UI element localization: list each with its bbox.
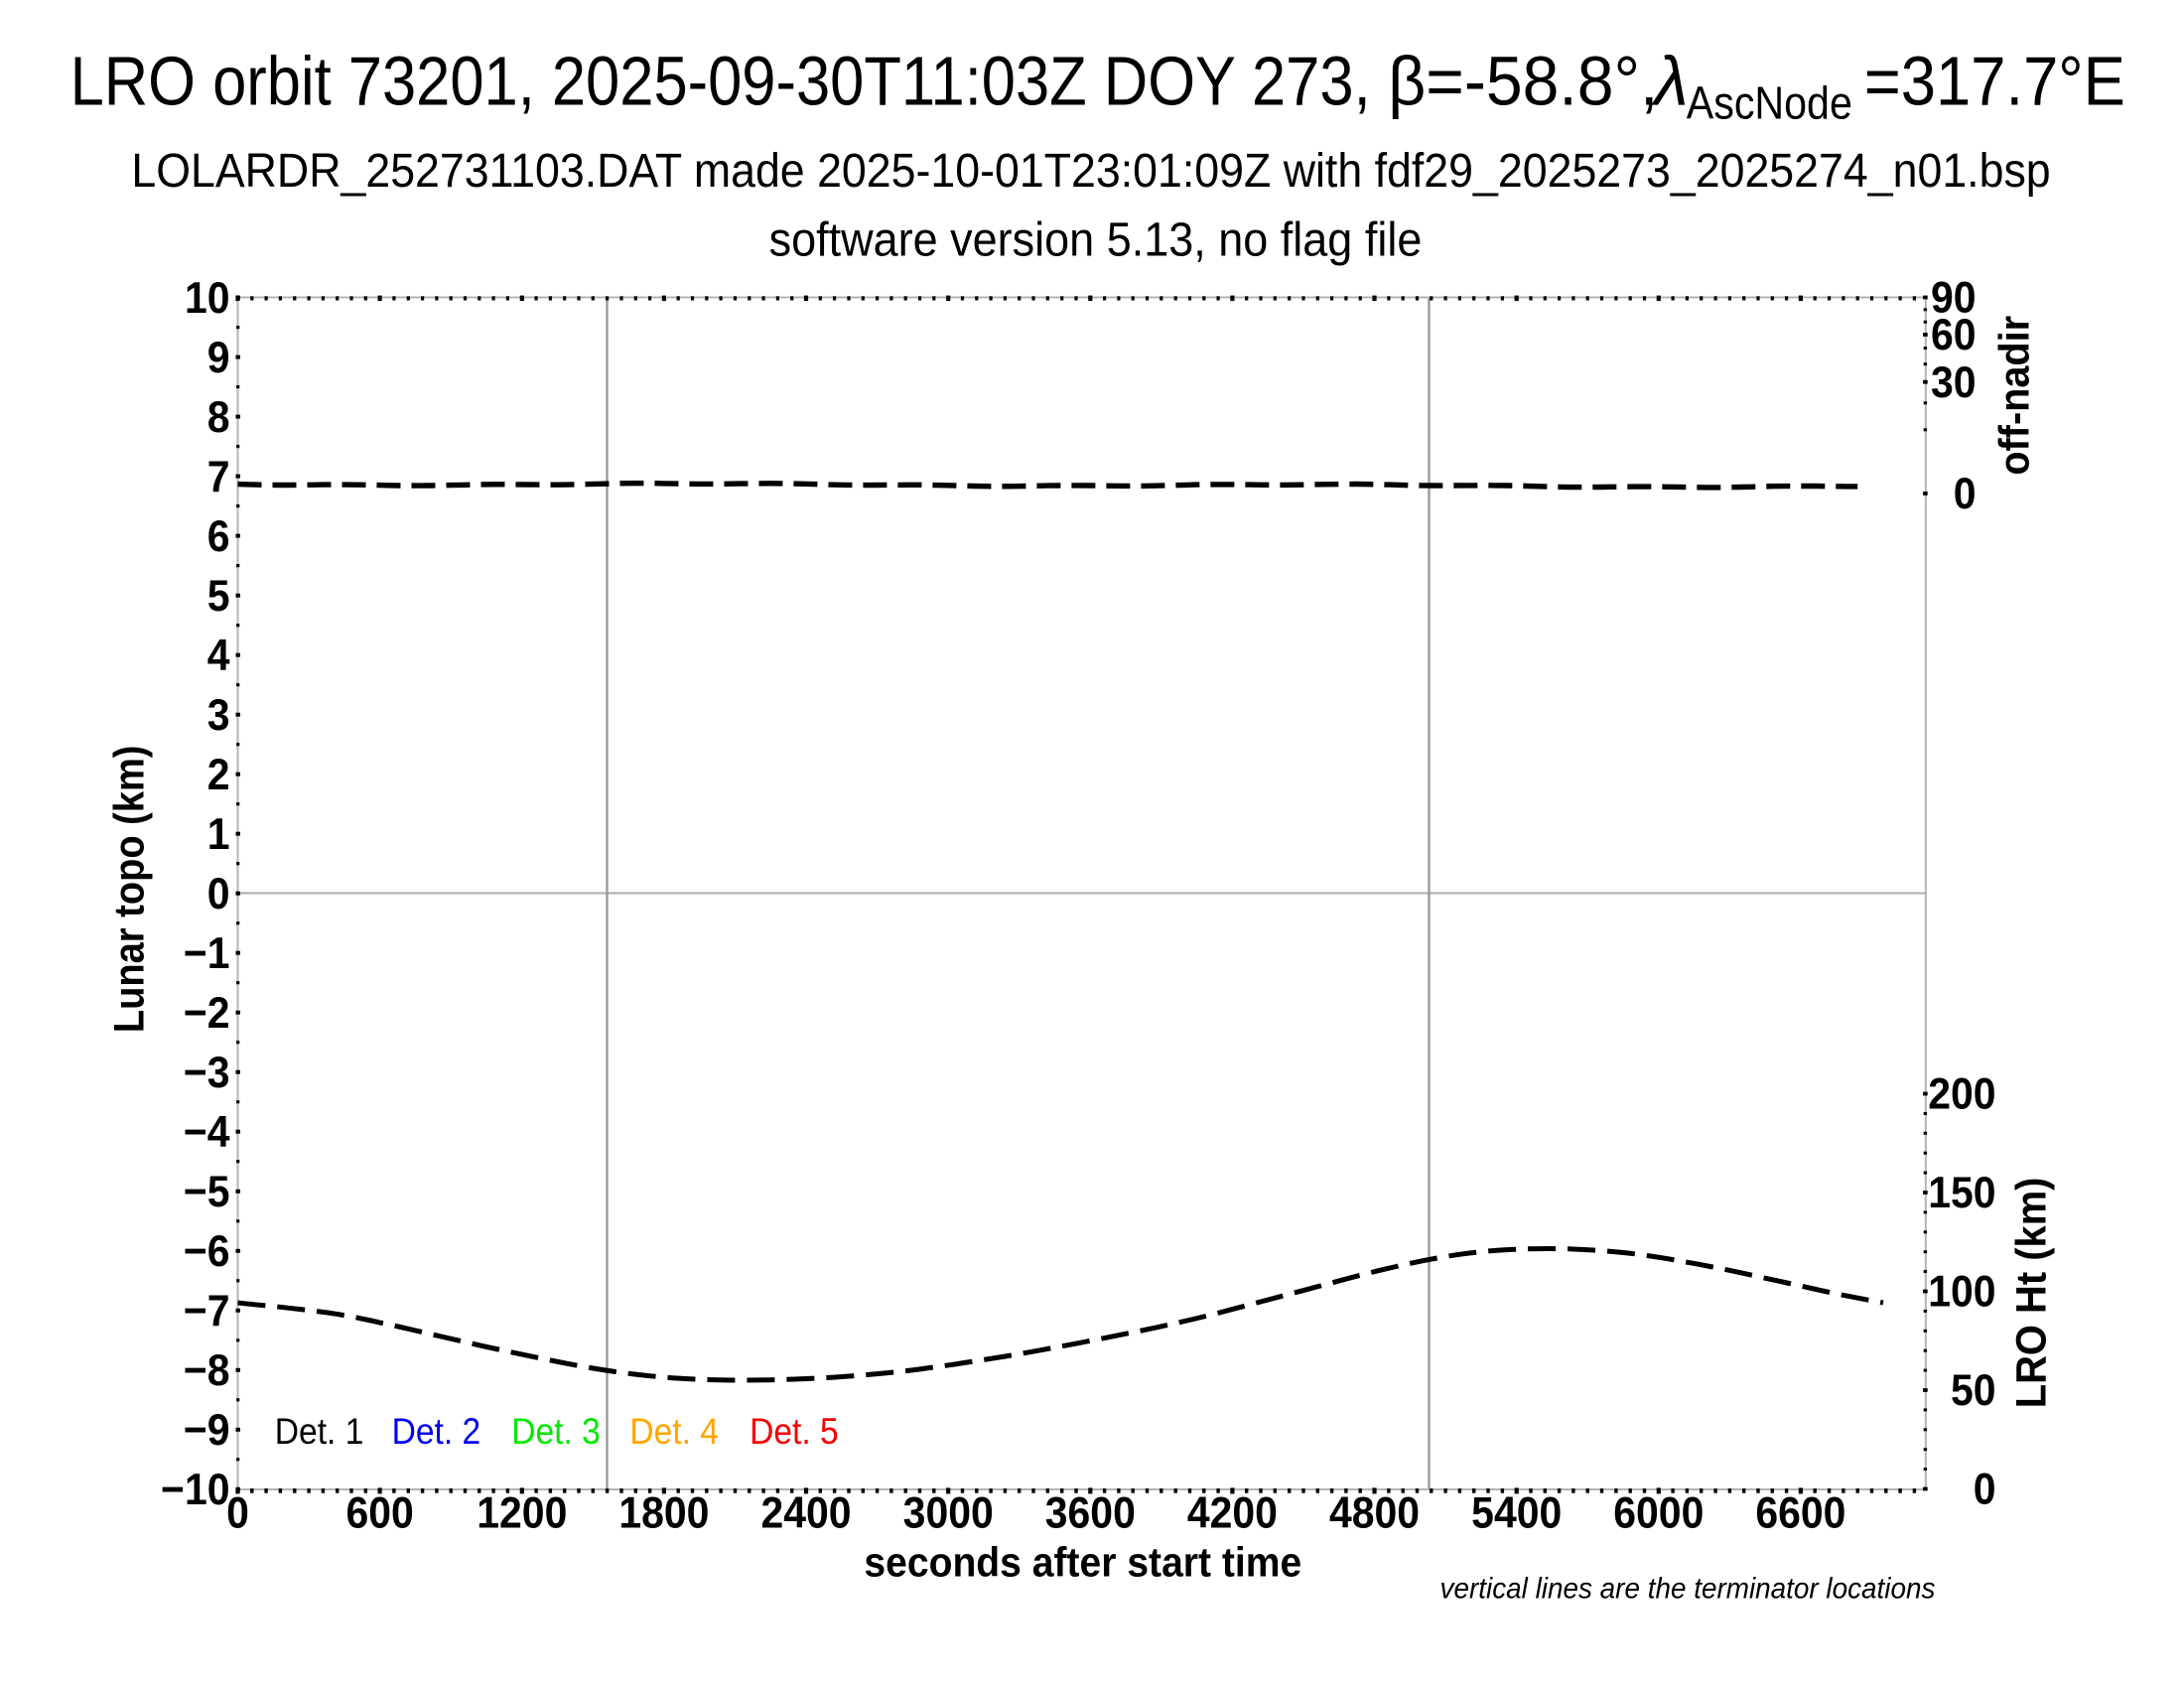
- svg-text:2400: 2400: [760, 1488, 851, 1538]
- svg-text:1200: 1200: [477, 1488, 567, 1538]
- svg-text:Det. 3: Det. 3: [511, 1410, 601, 1452]
- svg-text:8: 8: [207, 392, 230, 442]
- svg-text:LOLARDR_252731103.DAT made 202: LOLARDR_252731103.DAT made 2025-10-01T23…: [131, 143, 2050, 197]
- svg-text:vertical lines are the termina: vertical lines are the terminator locati…: [1440, 1573, 1936, 1606]
- svg-text:6000: 6000: [1613, 1488, 1704, 1538]
- svg-text:100: 100: [1928, 1267, 1995, 1317]
- svg-text:1: 1: [207, 809, 230, 859]
- svg-text:Det. 2: Det. 2: [392, 1410, 481, 1452]
- svg-text:−6: −6: [184, 1226, 230, 1276]
- svg-text:90: 90: [1931, 273, 1977, 323]
- svg-text:−5: −5: [184, 1167, 230, 1216]
- svg-text:2: 2: [207, 750, 230, 799]
- svg-text:−1: −1: [184, 928, 230, 978]
- svg-text:−8: −8: [184, 1345, 230, 1395]
- svg-text:λ: λ: [1651, 43, 1689, 120]
- svg-text:50: 50: [1951, 1366, 1996, 1416]
- svg-text:=317.7°E: =317.7°E: [1864, 44, 2125, 120]
- svg-text:off-nadir: off-nadir: [1990, 316, 2038, 476]
- svg-text:Lunar topo (km): Lunar topo (km): [105, 746, 153, 1034]
- svg-text:6600: 6600: [1755, 1488, 1845, 1538]
- svg-text:3000: 3000: [903, 1488, 994, 1538]
- svg-text:0: 0: [1954, 470, 1977, 519]
- svg-text:4: 4: [207, 631, 230, 680]
- svg-text:3: 3: [207, 690, 230, 740]
- svg-text:6: 6: [207, 511, 230, 561]
- svg-text:−9: −9: [184, 1405, 230, 1455]
- svg-text:5400: 5400: [1471, 1488, 1562, 1538]
- svg-text:9: 9: [207, 333, 230, 382]
- svg-text:LRO Ht (km): LRO Ht (km): [2007, 1178, 2054, 1409]
- svg-text:0: 0: [207, 869, 230, 918]
- svg-text:0: 0: [1974, 1465, 1996, 1514]
- svg-text:−3: −3: [184, 1048, 230, 1097]
- svg-text:−2: −2: [184, 988, 230, 1038]
- svg-text:AscNode: AscNode: [1687, 77, 1852, 129]
- svg-text:Det. 1: Det. 1: [275, 1410, 364, 1452]
- svg-text:1800: 1800: [618, 1488, 709, 1538]
- svg-text:10: 10: [185, 273, 230, 323]
- svg-text:7: 7: [207, 452, 230, 501]
- svg-text:4800: 4800: [1329, 1488, 1420, 1538]
- svg-text:−7: −7: [184, 1286, 230, 1336]
- svg-text:Det. 4: Det. 4: [629, 1410, 719, 1452]
- svg-text:seconds after start time: seconds after start time: [864, 1539, 1301, 1585]
- svg-text:−4: −4: [184, 1107, 230, 1157]
- svg-text:3600: 3600: [1045, 1488, 1136, 1538]
- svg-text:Det. 5: Det. 5: [750, 1410, 839, 1452]
- svg-text:0: 0: [226, 1488, 249, 1538]
- svg-text:150: 150: [1928, 1169, 1995, 1218]
- svg-text:β=-58.8°,: β=-58.8°,: [1388, 44, 1658, 120]
- svg-text:−10: −10: [161, 1465, 229, 1514]
- svg-text:600: 600: [345, 1488, 413, 1538]
- svg-text:5: 5: [207, 571, 230, 621]
- svg-text:30: 30: [1931, 357, 1977, 407]
- svg-text:4200: 4200: [1187, 1488, 1278, 1538]
- svg-text:LRO orbit 73201, 2025-09-30T11: LRO orbit 73201, 2025-09-30T11:03Z DOY 2…: [70, 43, 1371, 119]
- svg-text:software version 5.13, no flag: software version 5.13, no flag file: [769, 212, 1423, 266]
- svg-text:200: 200: [1928, 1069, 1995, 1119]
- svg-text:60: 60: [1931, 311, 1977, 360]
